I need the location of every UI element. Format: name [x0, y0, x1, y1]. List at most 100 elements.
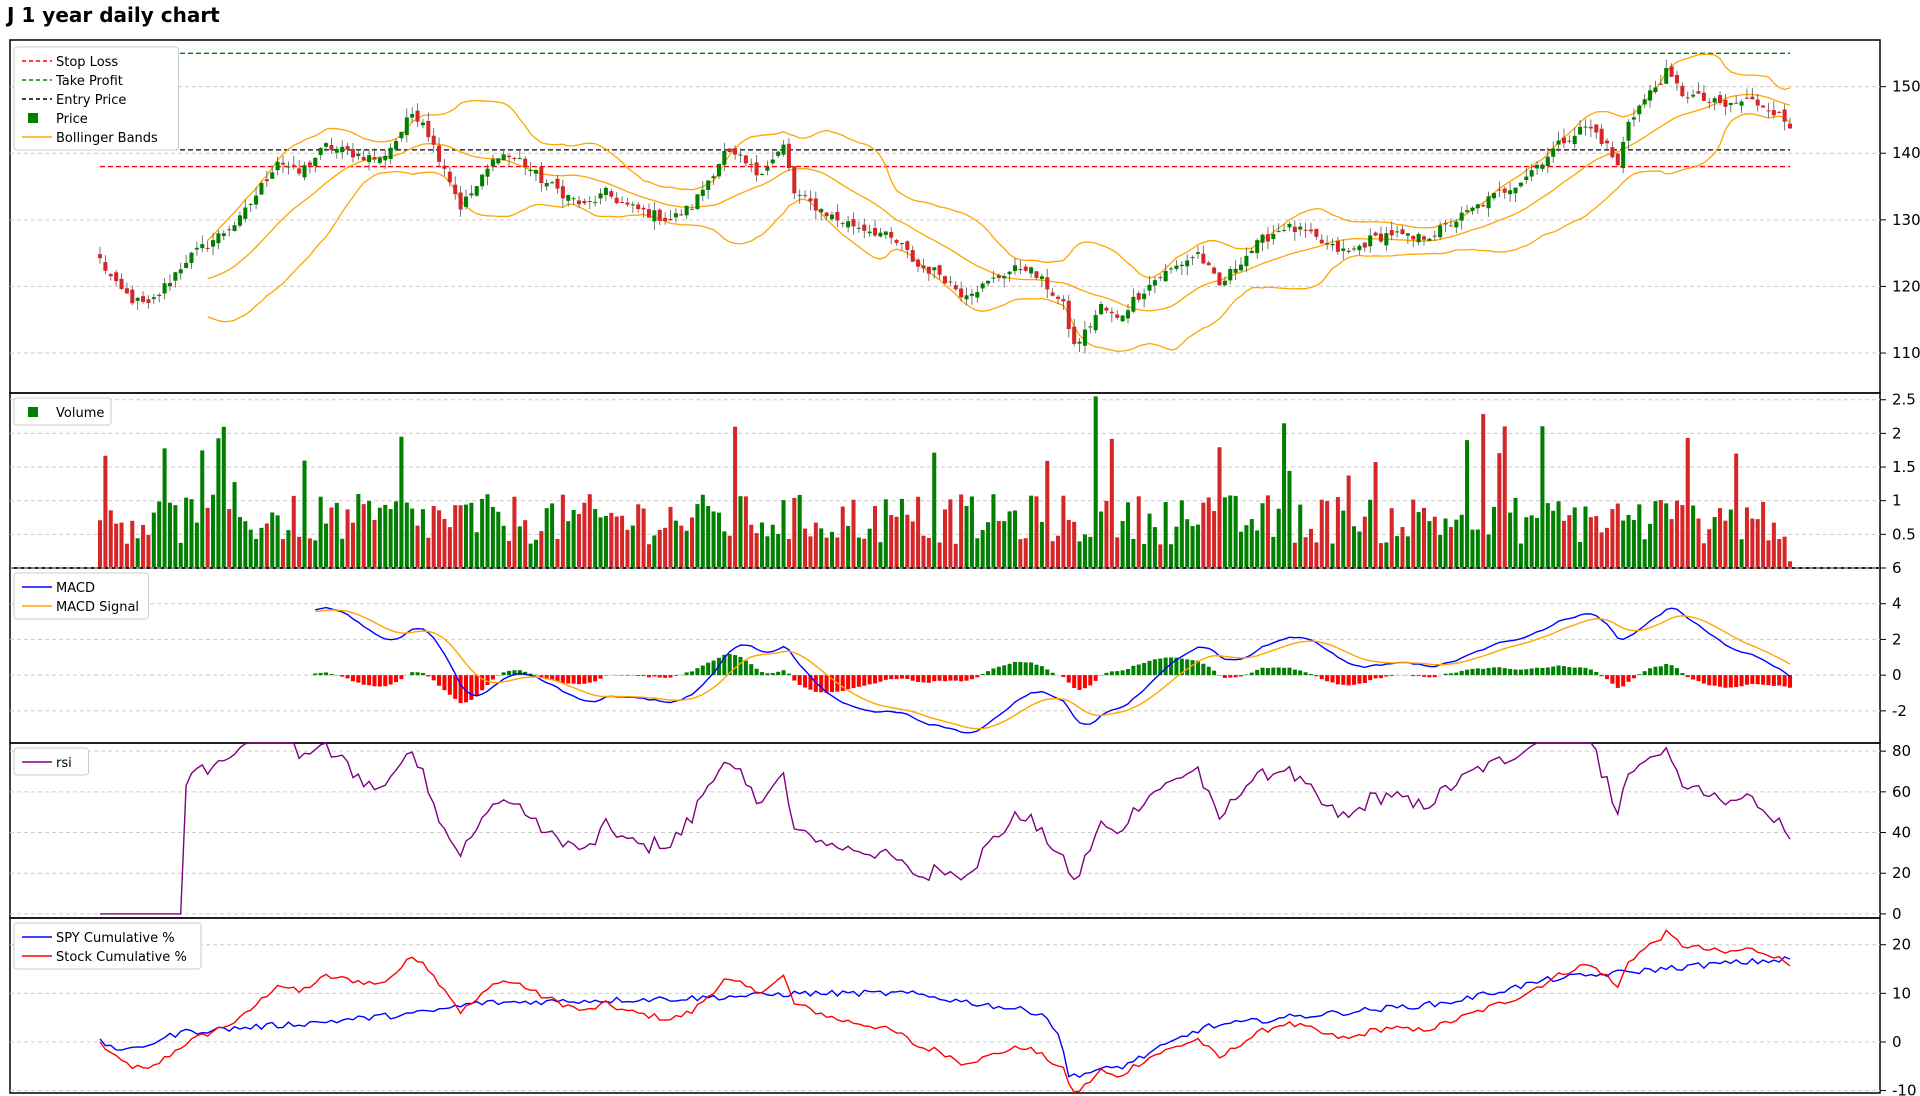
candle-body: [566, 195, 571, 201]
volume-bar: [894, 516, 899, 568]
candle-body: [727, 148, 732, 152]
candle: [1594, 124, 1599, 139]
macd-histogram-bar: [1104, 672, 1109, 676]
candle-body: [684, 205, 689, 216]
macd-histogram-bar: [1723, 675, 1728, 688]
volume-bar: [781, 500, 786, 568]
candle: [722, 142, 727, 172]
candle-body: [1513, 187, 1518, 194]
volume-bar: [297, 536, 302, 568]
candle: [1529, 164, 1534, 182]
macd-histogram-bar: [905, 675, 910, 679]
candle: [544, 179, 549, 191]
candle: [840, 221, 845, 228]
candle: [1082, 320, 1087, 354]
candle: [1066, 294, 1071, 338]
macd-histogram-bar: [1346, 675, 1351, 686]
candle-body: [237, 215, 242, 226]
volume-bar: [1341, 510, 1346, 568]
volume-bar: [630, 525, 635, 568]
candle-body: [555, 178, 560, 189]
volume-bar: [620, 515, 625, 568]
macd-histogram-bar: [1072, 675, 1077, 688]
candle: [1395, 225, 1400, 238]
candle: [1104, 306, 1109, 314]
macd-histogram-bar: [463, 675, 469, 703]
volume-bar: [598, 517, 603, 568]
candle: [533, 169, 538, 182]
y-tick-label: 140: [1892, 144, 1920, 162]
volume-bar: [835, 537, 840, 568]
macd-histogram-bar: [1185, 659, 1190, 676]
macd-histogram-bar: [340, 675, 345, 677]
macd-histogram-bar: [383, 675, 388, 687]
candle-body: [932, 267, 937, 271]
volume-bar: [1319, 499, 1324, 568]
macd-histogram-bar: [1535, 667, 1540, 676]
volume-bar: [1352, 526, 1357, 568]
candle-body: [851, 219, 856, 227]
volume-bar: [948, 499, 953, 568]
macd-histogram-bar: [856, 675, 861, 687]
volume-bar: [942, 509, 948, 568]
volume-bar: [1228, 495, 1233, 568]
candle: [1174, 260, 1179, 272]
candle-body: [377, 157, 382, 163]
legend-label: MACD: [56, 581, 95, 596]
candle-body: [1508, 190, 1513, 195]
candle-body: [1082, 329, 1087, 346]
candle: [523, 156, 528, 175]
candle-body: [598, 193, 603, 199]
macd-histogram-bar: [1303, 672, 1308, 676]
volume-bar: [878, 542, 883, 568]
candle-body: [356, 153, 361, 157]
candle-body: [1588, 126, 1593, 129]
volume-bar: [754, 533, 759, 568]
candle-body: [1567, 140, 1572, 142]
candle-body: [593, 202, 598, 204]
candle-body: [1540, 164, 1545, 169]
volume-bar: [404, 502, 409, 568]
candle: [813, 191, 818, 220]
stock-cumulative-line: [99, 929, 1791, 1094]
candle: [1308, 223, 1314, 234]
volume-bar: [1400, 527, 1405, 568]
volume-bar: [1545, 503, 1550, 568]
candle: [1642, 94, 1647, 109]
volume-bar: [1432, 516, 1437, 568]
y-tick-label: 110: [1892, 344, 1920, 362]
candle: [480, 174, 485, 190]
volume-bar: [367, 500, 372, 568]
candle: [146, 295, 151, 309]
candle: [1061, 295, 1066, 310]
candle-body: [663, 217, 668, 221]
macd-histogram-bar: [1120, 670, 1125, 676]
volume-bar: [1631, 519, 1636, 568]
macd-histogram-bar: [571, 675, 576, 684]
macd-histogram-bar: [1465, 669, 1470, 676]
volume-bar: [1524, 517, 1529, 568]
macd-histogram-bar: [1298, 670, 1303, 676]
candle: [969, 289, 974, 305]
candle: [313, 157, 318, 173]
volume-bar: [1626, 514, 1631, 568]
candle: [636, 201, 641, 213]
candle: [910, 245, 915, 263]
macd-histogram-bar: [948, 675, 953, 681]
volume-bar: [1179, 500, 1184, 568]
candle-body: [996, 275, 1001, 278]
volume-bar: [1018, 539, 1023, 568]
candle-body: [485, 168, 490, 177]
volume-bar: [991, 494, 996, 568]
candle-body: [1152, 280, 1157, 286]
macd-histogram-bar: [916, 675, 921, 683]
candle: [829, 211, 834, 222]
candle: [1007, 270, 1012, 282]
legend-swatch: [28, 407, 38, 417]
volume-bar: [485, 494, 490, 568]
candle-body: [641, 207, 646, 210]
volume-bar: [1109, 438, 1114, 568]
candle-body: [318, 147, 323, 156]
candle-body: [496, 158, 501, 164]
candle-body: [781, 144, 786, 155]
